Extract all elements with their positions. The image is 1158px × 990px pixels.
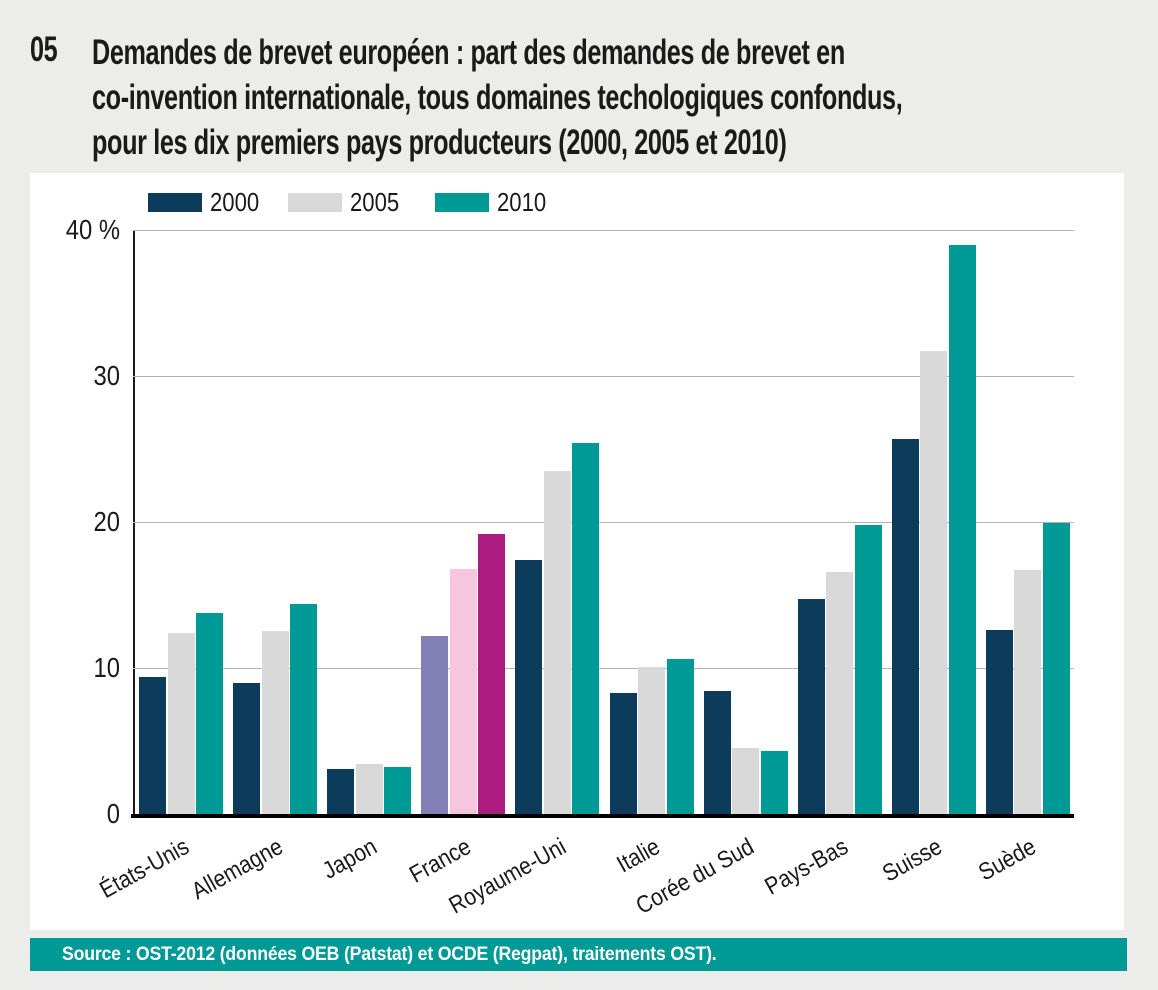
bar-suede-2005 [1014, 570, 1041, 814]
legend-item-2010: 2010 [435, 189, 575, 215]
gridline-40 [133, 230, 1074, 231]
bar-royaume-uni-2010 [572, 443, 599, 814]
legend-label-2010: 2010 [497, 187, 547, 217]
legend-label-2005: 2005 [350, 187, 400, 217]
bar-japon-2005 [356, 764, 383, 814]
bar-etats-unis-2000 [139, 677, 166, 814]
y-tick-label-10: 10 [93, 652, 120, 683]
legend-item-2005: 2005 [288, 189, 428, 215]
legend-swatch-2010 [435, 193, 489, 212]
bar-suede-2010 [1043, 523, 1070, 814]
bar-pays-bas-2005 [826, 572, 853, 814]
y-tick-label-30: 30 [93, 360, 120, 391]
bar-royaume-uni-2005 [544, 471, 571, 814]
bar-pays-bas-2010 [855, 525, 882, 814]
figure-title-line-2: co-invention internationale, tous domain… [92, 78, 903, 117]
y-tick-label-0: 0 [106, 798, 120, 829]
bar-pays-bas-2000 [798, 599, 825, 814]
bar-coree-du-sud-2000 [704, 691, 731, 814]
bar-etats-unis-2005 [168, 633, 195, 814]
gridline-10 [133, 668, 1074, 669]
legend-swatch-2005 [288, 193, 342, 212]
gridline-20 [133, 522, 1074, 523]
bar-coree-du-sud-2010 [761, 751, 788, 814]
bar-allemagne-2000 [233, 683, 260, 814]
bar-japon-2010 [384, 767, 411, 814]
figure-title-line-1: Demandes de brevet européen : part des d… [92, 33, 845, 72]
bar-suisse-2000 [892, 439, 919, 814]
bar-japon-2000 [327, 769, 354, 814]
bar-france-2005 [450, 569, 477, 814]
bar-italie-2010 [667, 659, 694, 814]
legend-swatch-2000 [148, 193, 202, 212]
bar-etats-unis-2010 [196, 613, 223, 814]
legend-item-2000: 2000 [148, 189, 288, 215]
bar-italie-2000 [610, 693, 637, 814]
figure-title-line-3: pour les dix premiers pays producteurs (… [92, 123, 787, 162]
bar-allemagne-2005 [262, 631, 289, 814]
figure-title: Demandes de brevet européen : part des d… [92, 30, 903, 165]
bar-suisse-2005 [920, 351, 947, 814]
bar-coree-du-sud-2005 [732, 748, 759, 814]
figure-number: 05 [30, 30, 58, 69]
bar-france-2000 [421, 636, 448, 814]
legend-label-2000: 2000 [210, 187, 260, 217]
bar-france-2010 [478, 534, 505, 814]
bar-italie-2005 [638, 667, 665, 814]
bar-suisse-2010 [949, 245, 976, 814]
bar-royaume-uni-2000 [515, 560, 542, 814]
y-axis-line [133, 230, 135, 816]
x-axis-line [131, 814, 1074, 818]
y-tick-label-40: 40 % [65, 214, 120, 245]
gridline-30 [133, 376, 1074, 377]
y-tick-label-20: 20 [93, 506, 120, 537]
bar-suede-2000 [986, 630, 1013, 814]
plot-area: 0 10 20 30 40 % États-Unis Allemagne Japon Franc… [30, 173, 1124, 930]
source-text: Source : OST-2012 (données OEB (Patstat)… [62, 943, 717, 965]
chart-panel: 2000 2005 2010 0 10 20 30 40 % États-Unis Alle… [30, 173, 1124, 930]
bar-allemagne-2010 [290, 604, 317, 814]
source-banner: Source : OST-2012 (données OEB (Patstat)… [30, 938, 1127, 971]
